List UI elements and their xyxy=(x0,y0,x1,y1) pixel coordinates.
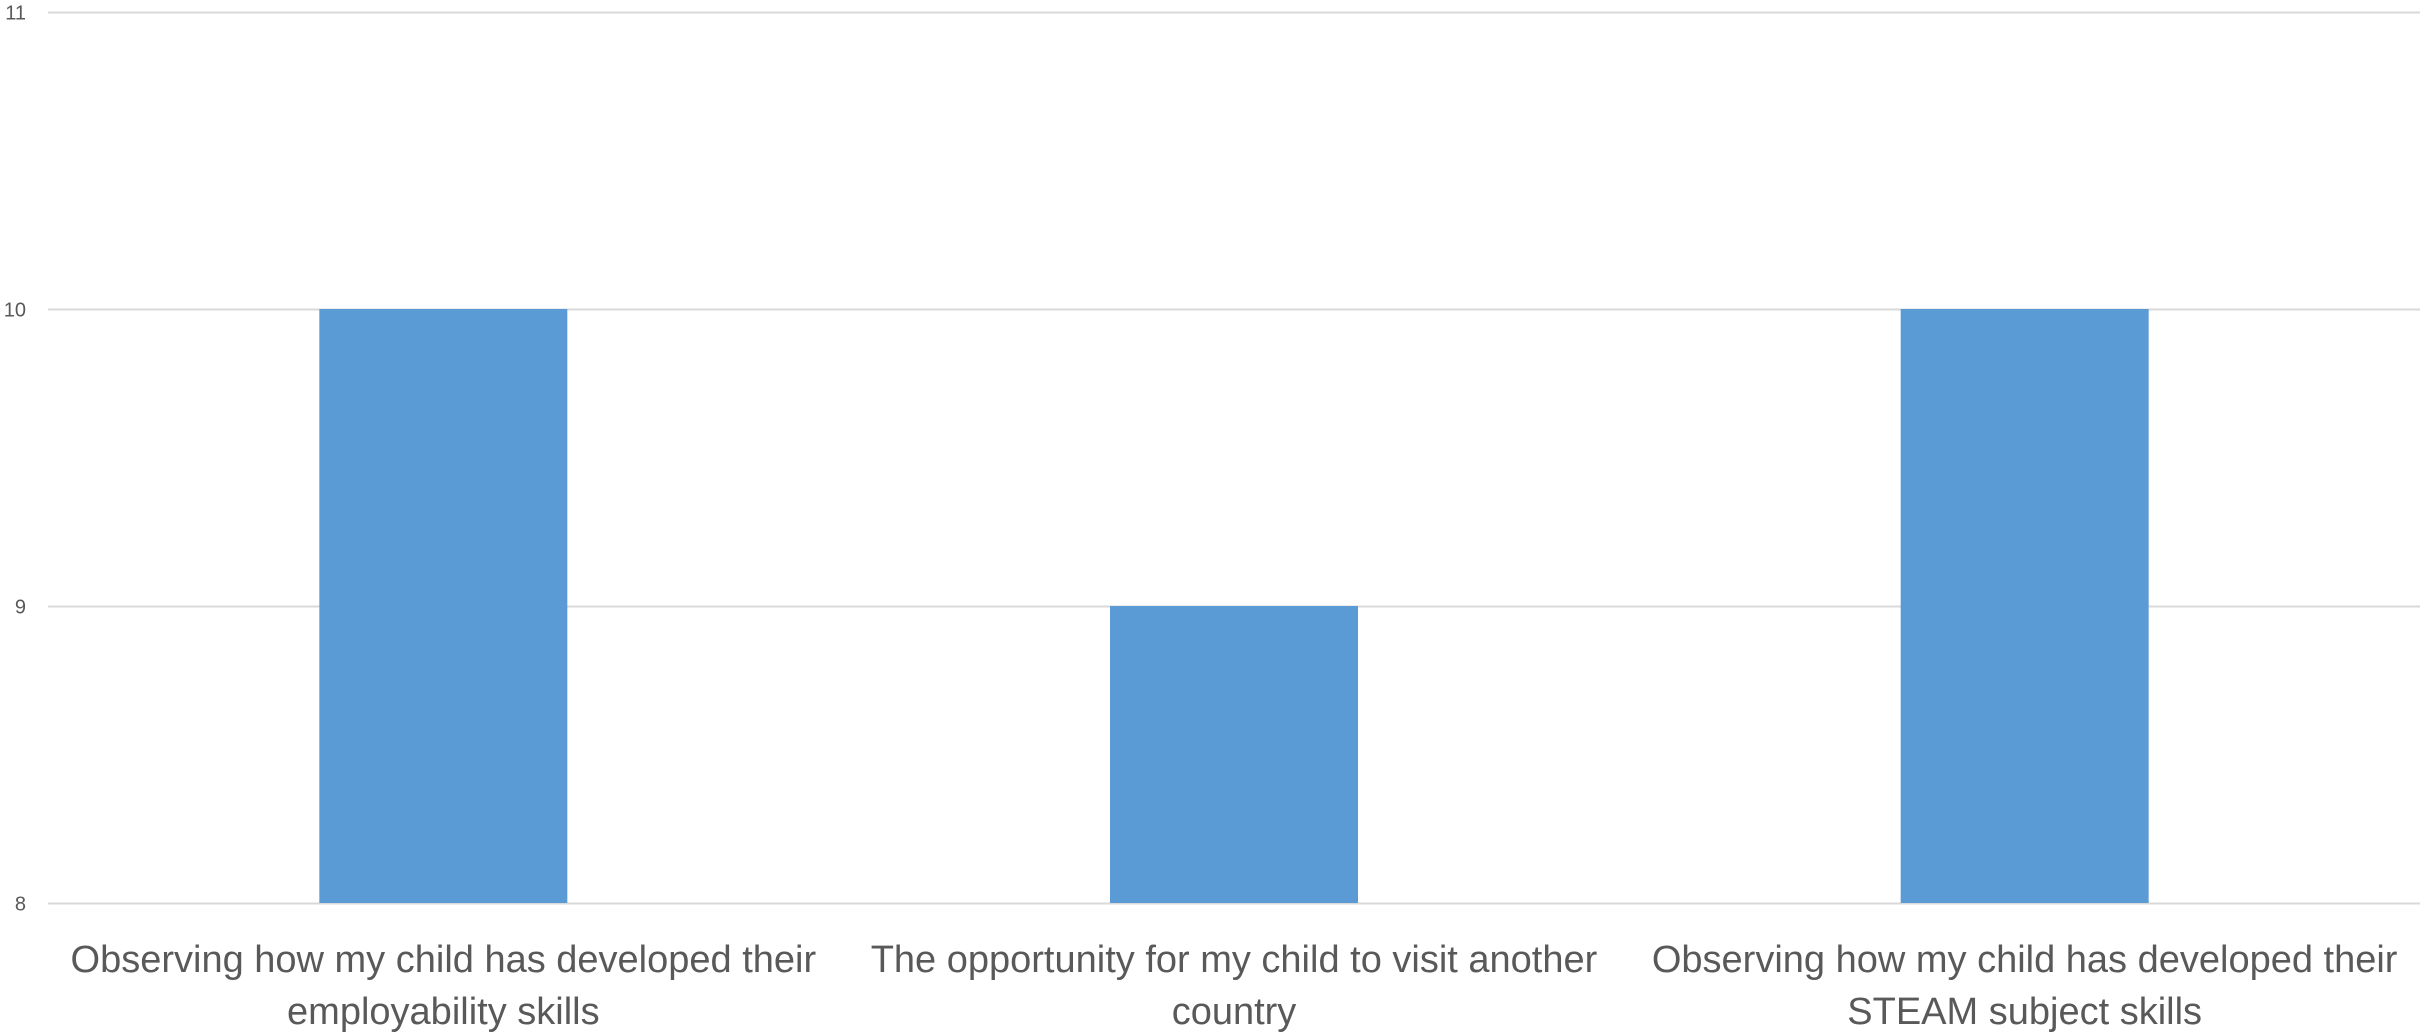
bar-3 xyxy=(1900,309,2149,903)
y-tick-label: 11 xyxy=(5,3,26,25)
x-category-label-3: Observing how my child has developed the… xyxy=(1652,939,2398,1033)
x-category-label-line: Observing how my child has developed the… xyxy=(71,939,817,981)
x-axis-category-labels: Observing how my child has developed the… xyxy=(71,939,2398,1033)
x-category-label-line: The opportunity for my child to visit an… xyxy=(871,939,1598,981)
y-axis-tick-labels: 8 9 10 11 xyxy=(4,3,26,916)
x-category-label-line: Observing how my child has developed the… xyxy=(1652,939,2398,981)
x-category-label-1: Observing how my child has developed the… xyxy=(71,939,817,1033)
bars xyxy=(319,309,2149,903)
y-tick-label: 9 xyxy=(15,597,26,619)
x-category-label-line: STEAM subject skills xyxy=(1847,991,2202,1033)
x-category-label-line: employability skills xyxy=(287,991,600,1033)
x-category-label-2: The opportunity for my child to visit an… xyxy=(871,939,1598,1033)
y-tick-label: 8 xyxy=(15,894,26,916)
y-tick-label: 10 xyxy=(4,300,26,322)
bar-2 xyxy=(1110,606,1358,903)
bar-1 xyxy=(319,309,568,903)
x-category-label-line: country xyxy=(1172,991,1297,1033)
